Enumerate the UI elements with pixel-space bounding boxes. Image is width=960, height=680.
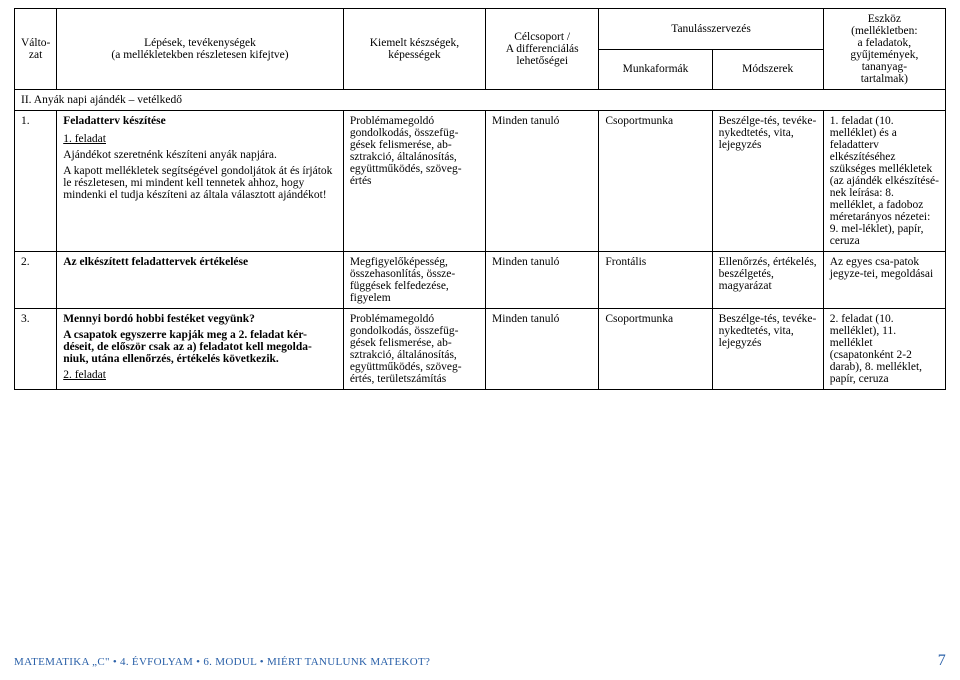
footer-text: MATEMATIKA „C" • 4. ÉVFOLYAM • 6. MODUL … bbox=[14, 656, 430, 668]
row-num: 2. bbox=[15, 252, 57, 309]
section-header-row: II. Anyák napi ajándék – vetélkedő bbox=[15, 90, 946, 111]
steps-item: 2. feladat bbox=[63, 369, 337, 381]
table-row: 2. Az elkészített feladattervek értékelé… bbox=[15, 252, 946, 309]
col-celcsoport: Célcsoport /A differenciáláslehetőségei bbox=[486, 9, 599, 90]
row-mod: Beszélge-tés, tevéke-nykedtetés, vita, l… bbox=[712, 111, 823, 252]
table-row: 3. Mennyi bordó hobbi festéket vegyünk? … bbox=[15, 309, 946, 390]
row-munka: Csoportmunka bbox=[599, 309, 712, 390]
page-footer: MATEMATIKA „C" • 4. ÉVFOLYAM • 6. MODUL … bbox=[14, 652, 946, 670]
col-tanulas: Tanulásszervezés bbox=[599, 9, 823, 50]
row-skills: Problémamegoldó gondolkodás, összefüg-gé… bbox=[343, 111, 485, 252]
steps-title: Feladatterv készítése bbox=[63, 115, 337, 127]
row-munka: Frontális bbox=[599, 252, 712, 309]
table-row: 1. Feladatterv készítése 1. feladat Aján… bbox=[15, 111, 946, 252]
row-group: Minden tanuló bbox=[486, 252, 599, 309]
row-skills: Problémamegoldó gondolkodás, összefüg-gé… bbox=[343, 309, 485, 390]
steps-item: 1. feladat bbox=[63, 133, 337, 145]
steps-title: Az elkészített feladattervek értékelése bbox=[63, 256, 337, 268]
row-tool: 1. feladat (10. melléklet) és a feladatt… bbox=[823, 111, 945, 252]
row-group: Minden tanuló bbox=[486, 309, 599, 390]
row-tool: 2. feladat (10. melléklet), 11. mellékle… bbox=[823, 309, 945, 390]
row-steps: Feladatterv készítése 1. feladat Ajándék… bbox=[57, 111, 344, 252]
col-lepesek: Lépések, tevékenységek(a mellékletekben … bbox=[57, 9, 344, 90]
col-eszkoz: Eszköz(mellékletben:a feladatok,gyűjtemé… bbox=[823, 9, 945, 90]
row-tool: Az egyes csa-patok jegyze-tei, megoldása… bbox=[823, 252, 945, 309]
row-group: Minden tanuló bbox=[486, 111, 599, 252]
lesson-plan-table: Válto-zat Lépések, tevékenységek(a mellé… bbox=[14, 8, 946, 390]
row-mod: Beszélge-tés, tevéke-nykedtetés, vita, l… bbox=[712, 309, 823, 390]
col-munkaformak: Munkaformák bbox=[599, 49, 712, 90]
col-valtozat: Válto-zat bbox=[15, 9, 57, 90]
row-num: 3. bbox=[15, 309, 57, 390]
row-steps: Az elkészített feladattervek értékelése bbox=[57, 252, 344, 309]
steps-text: A kapott mellékletek segítségével gondol… bbox=[63, 165, 337, 201]
row-steps: Mennyi bordó hobbi festéket vegyünk? A c… bbox=[57, 309, 344, 390]
row-num: 1. bbox=[15, 111, 57, 252]
row-skills: Megfigyelőképesség, összehasonlítás, öss… bbox=[343, 252, 485, 309]
col-keszsegek: Kiemelt készségek,képességek bbox=[343, 9, 485, 90]
steps-text: A csapatok egyszerre kapják meg a 2. fel… bbox=[63, 329, 337, 365]
col-modszerek: Módszerek bbox=[712, 49, 823, 90]
section-title: II. Anyák napi ajándék – vetélkedő bbox=[15, 90, 946, 111]
steps-text: Ajándékot szeretnénk készíteni anyák nap… bbox=[63, 149, 337, 161]
steps-title: Mennyi bordó hobbi festéket vegyünk? bbox=[63, 313, 337, 325]
row-mod: Ellenőrzés, értékelés, beszélgetés, magy… bbox=[712, 252, 823, 309]
footer-page-number: 7 bbox=[938, 652, 946, 670]
row-munka: Csoportmunka bbox=[599, 111, 712, 252]
